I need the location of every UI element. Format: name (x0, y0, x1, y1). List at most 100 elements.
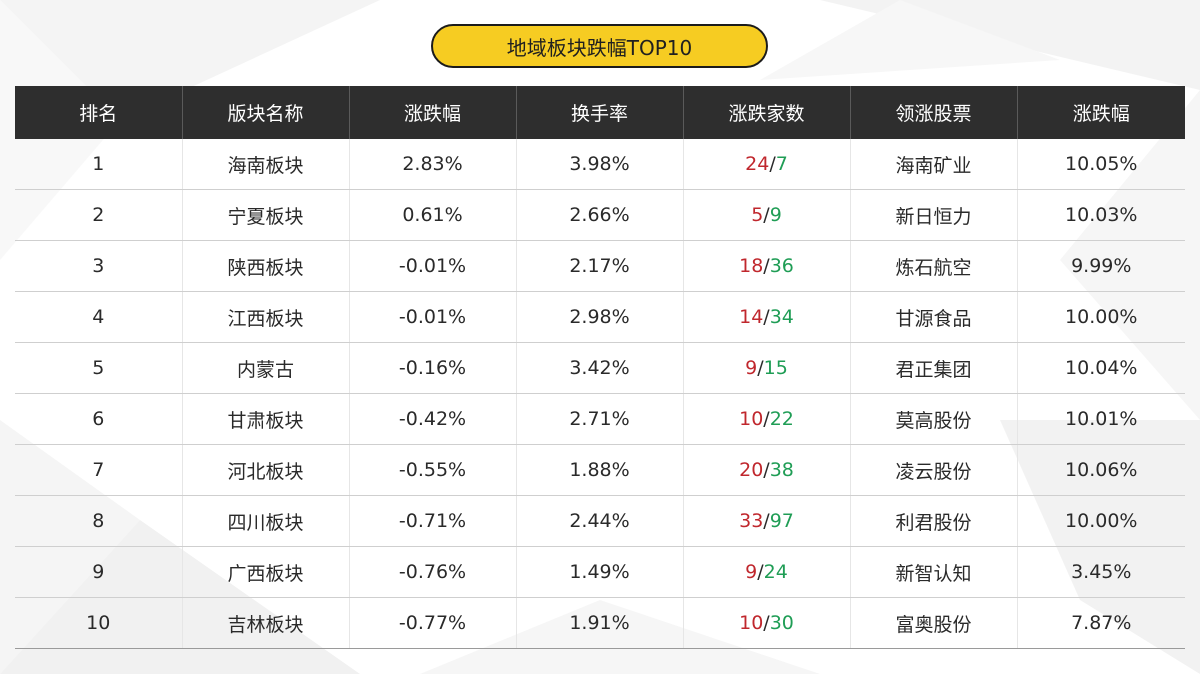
decline-count: 24 (763, 561, 788, 583)
cell-leader-change: 10.06% (1016, 444, 1185, 496)
advance-count: 14 (739, 306, 764, 328)
cell-rank: 5 (15, 342, 182, 394)
adv-dec-separator: / (763, 510, 770, 532)
cell-turnover: 1.49% (515, 546, 683, 598)
cell-change: 2.83% (348, 139, 516, 190)
cell-rank: 2 (15, 189, 182, 241)
header-leading-stock: 领涨股票 (849, 86, 1017, 139)
page-title: 地域板块跌幅TOP10 (431, 24, 768, 68)
adv-dec-separator: / (757, 357, 764, 379)
cell-turnover: 2.98% (515, 291, 683, 343)
cell-sector-name: 海南板块 (181, 139, 349, 190)
decline-count: 36 (769, 255, 794, 277)
cell-leading-stock: 海南矿业 (849, 139, 1017, 190)
header-adv-dec: 涨跌家数 (682, 86, 850, 139)
cell-leading-stock: 炼石航空 (849, 240, 1017, 292)
decline-count: 97 (769, 510, 794, 532)
advance-count: 9 (745, 357, 758, 379)
advance-count: 10 (739, 408, 764, 430)
cell-change: -0.16% (348, 342, 516, 394)
adv-dec-separator: / (763, 306, 770, 328)
cell-change: -0.01% (348, 291, 516, 343)
cell-rank: 7 (15, 444, 182, 496)
cell-leading-stock: 凌云股份 (849, 444, 1017, 496)
cell-change: -0.77% (348, 597, 516, 649)
cell-turnover: 2.17% (515, 240, 683, 292)
table-row: 6 甘肃板块 -0.42% 2.71% 10/22 莫高股份 10.01% (15, 393, 1185, 445)
cell-leader-change: 7.87% (1016, 597, 1185, 649)
cell-adv-dec: 14/34 (682, 291, 850, 343)
cell-adv-dec: 18/36 (682, 240, 850, 292)
cell-sector-name: 河北板块 (181, 444, 349, 496)
cell-leading-stock: 新智认知 (849, 546, 1017, 598)
cell-leading-stock: 甘源食品 (849, 291, 1017, 343)
cell-adv-dec: 5/9 (682, 189, 850, 241)
table-row: 1 海南板块 2.83% 3.98% 24/7 海南矿业 10.05% (15, 139, 1185, 190)
adv-dec-separator: / (763, 255, 770, 277)
cell-sector-name: 内蒙古 (181, 342, 349, 394)
cell-leader-change: 3.45% (1016, 546, 1185, 598)
advance-count: 24 (745, 153, 770, 175)
cell-rank: 6 (15, 393, 182, 445)
advance-count: 18 (739, 255, 764, 277)
cell-leading-stock: 君正集团 (849, 342, 1017, 394)
cell-adv-dec: 10/30 (682, 597, 850, 649)
cell-leading-stock: 新日恒力 (849, 189, 1017, 241)
table-row: 7 河北板块 -0.55% 1.88% 20/38 凌云股份 10.06% (15, 444, 1185, 496)
cell-rank: 8 (15, 495, 182, 547)
table-header-row: 排名 版块名称 涨跌幅 换手率 涨跌家数 领涨股票 涨跌幅 (15, 86, 1185, 139)
cell-adv-dec: 9/15 (682, 342, 850, 394)
cell-turnover: 3.42% (515, 342, 683, 394)
adv-dec-separator: / (763, 459, 770, 481)
header-change: 涨跌幅 (348, 86, 516, 139)
cell-sector-name: 吉林板块 (181, 597, 349, 649)
cell-leader-change: 10.04% (1016, 342, 1185, 394)
advance-count: 9 (745, 561, 758, 583)
cell-change: -0.42% (348, 393, 516, 445)
table-row: 2 宁夏板块 0.61% 2.66% 5/9 新日恒力 10.03% (15, 189, 1185, 241)
cell-leader-change: 10.03% (1016, 189, 1185, 241)
cell-leader-change: 10.01% (1016, 393, 1185, 445)
cell-leading-stock: 富奥股份 (849, 597, 1017, 649)
cell-rank: 9 (15, 546, 182, 598)
advance-count: 33 (739, 510, 764, 532)
cell-leader-change: 10.00% (1016, 495, 1185, 547)
cell-rank: 1 (15, 139, 182, 190)
cell-sector-name: 广西板块 (181, 546, 349, 598)
cell-leader-change: 10.00% (1016, 291, 1185, 343)
advance-count: 20 (739, 459, 764, 481)
cell-change: -0.71% (348, 495, 516, 547)
cell-rank: 3 (15, 240, 182, 292)
table-row: 8 四川板块 -0.71% 2.44% 33/97 利君股份 10.00% (15, 495, 1185, 547)
cell-rank: 10 (15, 597, 182, 649)
cell-turnover: 2.66% (515, 189, 683, 241)
cell-leading-stock: 莫高股份 (849, 393, 1017, 445)
header-leader-change: 涨跌幅 (1016, 86, 1185, 139)
decline-count: 9 (769, 204, 782, 226)
sector-table: 排名 版块名称 涨跌幅 换手率 涨跌家数 领涨股票 涨跌幅 1 海南板块 2.83%… (15, 86, 1185, 649)
advance-count: 5 (751, 204, 764, 226)
table-row: 3 陕西板块 -0.01% 2.17% 18/36 炼石航空 9.99% (15, 240, 1185, 292)
decline-count: 38 (769, 459, 794, 481)
cell-adv-dec: 20/38 (682, 444, 850, 496)
adv-dec-separator: / (763, 408, 770, 430)
table-row: 5 内蒙古 -0.16% 3.42% 9/15 君正集团 10.04% (15, 342, 1185, 394)
cell-turnover: 1.88% (515, 444, 683, 496)
adv-dec-separator: / (763, 204, 770, 226)
table-row: 10 吉林板块 -0.77% 1.91% 10/30 富奥股份 7.87% (15, 597, 1185, 649)
decline-count: 30 (769, 612, 794, 634)
decline-count: 22 (769, 408, 794, 430)
decline-count: 34 (769, 306, 794, 328)
decline-count: 15 (763, 357, 788, 379)
cell-adv-dec: 10/22 (682, 393, 850, 445)
adv-dec-separator: / (763, 612, 770, 634)
cell-leading-stock: 利君股份 (849, 495, 1017, 547)
cell-turnover: 1.91% (515, 597, 683, 649)
cell-turnover: 3.98% (515, 139, 683, 190)
cell-change: -0.76% (348, 546, 516, 598)
cell-adv-dec: 24/7 (682, 139, 850, 190)
cell-sector-name: 四川板块 (181, 495, 349, 547)
header-sector-name: 版块名称 (181, 86, 349, 139)
table-row: 4 江西板块 -0.01% 2.98% 14/34 甘源食品 10.00% (15, 291, 1185, 343)
cell-leader-change: 9.99% (1016, 240, 1185, 292)
